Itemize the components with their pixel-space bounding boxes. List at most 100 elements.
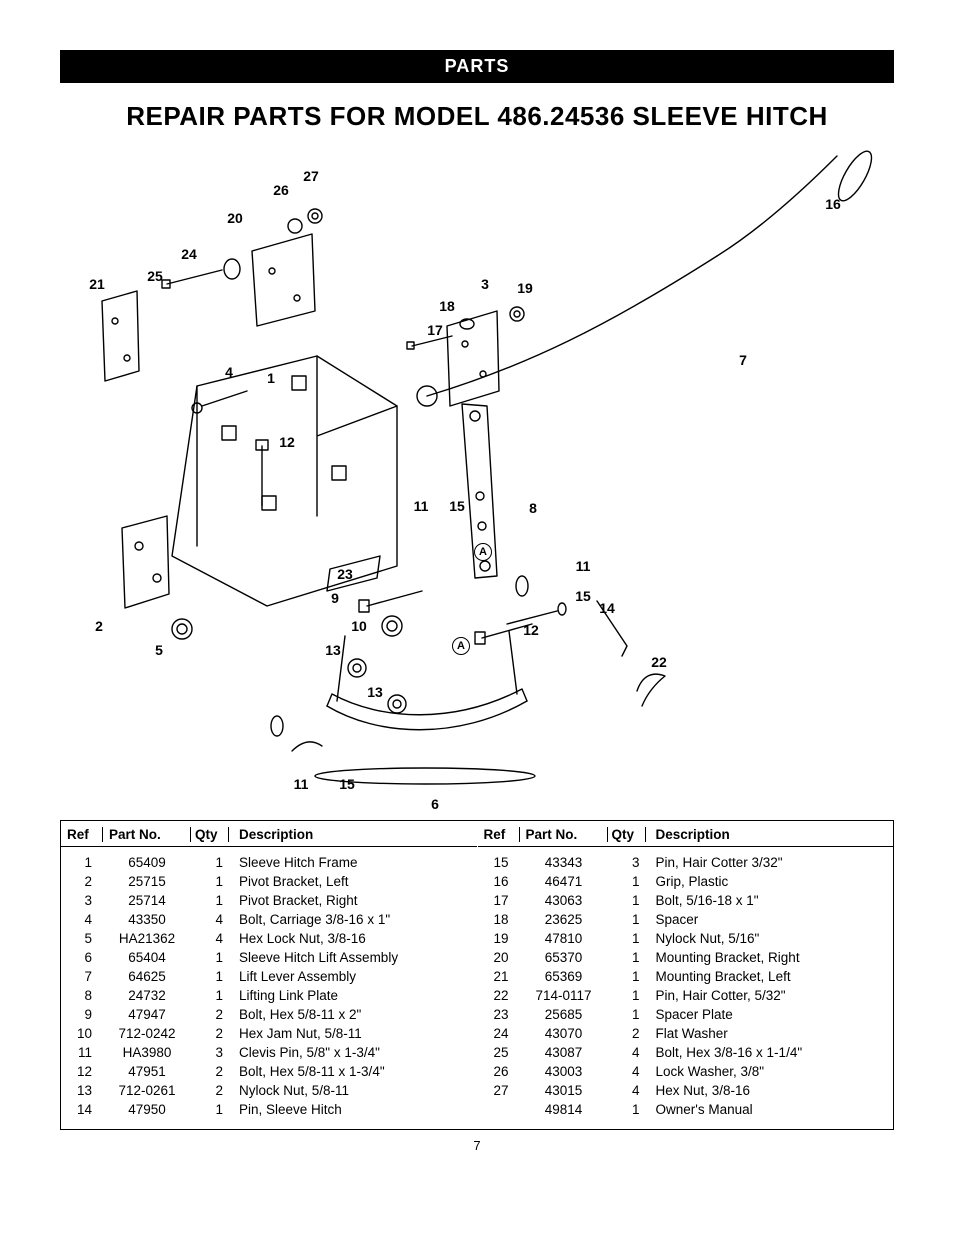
cell-desc: Spacer Plate — [646, 1007, 894, 1022]
cell-ref: 17 — [478, 893, 520, 908]
table-row: 13712-02612Nylock Nut, 5/8-11 — [61, 1081, 477, 1100]
table-header: Ref Part No. Qty Description — [61, 825, 477, 847]
cell-qty: 1 — [608, 950, 646, 965]
cell-ref: 20 — [478, 950, 520, 965]
section-banner: PARTS — [60, 50, 894, 83]
cell-desc: Grip, Plastic — [646, 874, 894, 889]
col-desc: Description — [229, 827, 477, 842]
cell-qty: 1 — [608, 988, 646, 1003]
cell-part: 47810 — [520, 931, 608, 946]
table-row: 2257151Pivot Bracket, Left — [61, 872, 477, 891]
cell-ref: 21 — [478, 969, 520, 984]
cell-ref: 15 — [478, 855, 520, 870]
diagram-callout: 11 — [414, 498, 429, 514]
cell-desc: Sleeve Hitch Frame — [229, 855, 477, 870]
table-row: 24430702Flat Washer — [478, 1024, 894, 1043]
col-ref: Ref — [61, 827, 103, 842]
table-row: 7646251Lift Lever Assembly — [61, 967, 477, 986]
diagram-callout: 22 — [651, 654, 667, 670]
diagram-callout: 12 — [523, 622, 539, 638]
cell-qty: 1 — [191, 1102, 229, 1117]
diagram-callout: 27 — [303, 168, 319, 184]
diagram-callout: 23 — [337, 566, 353, 582]
cell-ref: 26 — [478, 1064, 520, 1079]
cell-desc: Bolt, Hex 3/8-16 x 1-1/4" — [646, 1045, 894, 1060]
diagram-callout: 15 — [449, 498, 465, 514]
cell-qty: 4 — [191, 931, 229, 946]
cell-ref: 27 — [478, 1083, 520, 1098]
diagram-callout: 4 — [225, 364, 233, 380]
table-row: 1654091Sleeve Hitch Frame — [61, 853, 477, 872]
parts-table-right: Ref Part No. Qty Description 15433433Pin… — [477, 821, 894, 1129]
diagram-callout: 20 — [227, 210, 243, 226]
cell-qty: 1 — [608, 1007, 646, 1022]
cell-qty: 1 — [191, 874, 229, 889]
cell-qty: 1 — [191, 855, 229, 870]
diagram-callout: 15 — [575, 588, 591, 604]
cell-ref: 1 — [61, 855, 103, 870]
cell-qty: 2 — [191, 1026, 229, 1041]
table-row: 17430631Bolt, 5/16-18 x 1" — [478, 891, 894, 910]
cell-part: 43003 — [520, 1064, 608, 1079]
cell-ref: 18 — [478, 912, 520, 927]
col-desc: Description — [646, 827, 894, 842]
cell-ref: 14 — [61, 1102, 103, 1117]
cell-part: 47950 — [103, 1102, 191, 1117]
cell-part: 65370 — [520, 950, 608, 965]
col-ref: Ref — [478, 827, 520, 842]
cell-part: HA21362 — [103, 931, 191, 946]
diagram-callout: 12 — [279, 434, 295, 450]
cell-part: 24732 — [103, 988, 191, 1003]
diagram-callout: 24 — [181, 246, 197, 262]
cell-qty: 1 — [191, 988, 229, 1003]
cell-qty: 2 — [191, 1007, 229, 1022]
diagram-callout: A — [474, 543, 492, 561]
cell-part: 43350 — [103, 912, 191, 927]
parts-diagram: 2726162024252131918177411211158A11231591… — [67, 146, 887, 806]
cell-part: 43343 — [520, 855, 608, 870]
cell-qty: 4 — [608, 1045, 646, 1060]
col-qty: Qty — [608, 827, 646, 842]
table-row: 12479512Bolt, Hex 5/8-11 x 1-3/4" — [61, 1062, 477, 1081]
page-title: REPAIR PARTS FOR MODEL 486.24536 SLEEVE … — [60, 101, 894, 132]
cell-qty: 1 — [191, 893, 229, 908]
cell-qty: 1 — [191, 950, 229, 965]
diagram-callout: 8 — [529, 500, 537, 516]
diagram-callout: 11 — [294, 776, 309, 792]
diagram-callout: 1 — [267, 370, 275, 386]
cell-ref: 10 — [61, 1026, 103, 1041]
parts-table-left: Ref Part No. Qty Description 1654091Slee… — [61, 821, 477, 1129]
cell-desc: Pin, Hair Cotter, 5/32" — [646, 988, 894, 1003]
cell-ref: 6 — [61, 950, 103, 965]
cell-qty: 1 — [608, 1102, 646, 1117]
cell-desc: Nylock Nut, 5/8-11 — [229, 1083, 477, 1098]
diagram-callout: 3 — [481, 276, 489, 292]
col-part: Part No. — [520, 827, 608, 842]
table-row: 15433433Pin, Hair Cotter 3/32" — [478, 853, 894, 872]
cell-part: 43015 — [520, 1083, 608, 1098]
cell-qty: 4 — [608, 1083, 646, 1098]
cell-part: 25685 — [520, 1007, 608, 1022]
diagram-callout: 5 — [155, 642, 163, 658]
cell-part: 65369 — [520, 969, 608, 984]
cell-part: 712-0261 — [103, 1083, 191, 1098]
cell-qty: 2 — [608, 1026, 646, 1041]
cell-ref: 2 — [61, 874, 103, 889]
diagram-callout: 15 — [339, 776, 355, 792]
cell-part: 25715 — [103, 874, 191, 889]
cell-ref: 16 — [478, 874, 520, 889]
table-row: 21653691Mounting Bracket, Left — [478, 967, 894, 986]
cell-part: 23625 — [520, 912, 608, 927]
cell-desc: Owner's Manual — [646, 1102, 894, 1117]
diagram-callout: 11 — [576, 558, 591, 574]
cell-part: 25714 — [103, 893, 191, 908]
cell-ref: 5 — [61, 931, 103, 946]
cell-ref: 12 — [61, 1064, 103, 1079]
cell-desc: Hex Jam Nut, 5/8-11 — [229, 1026, 477, 1041]
cell-ref: 8 — [61, 988, 103, 1003]
cell-qty: 2 — [191, 1083, 229, 1098]
cell-ref: 22 — [478, 988, 520, 1003]
cell-desc: Mounting Bracket, Right — [646, 950, 894, 965]
cell-desc: Flat Washer — [646, 1026, 894, 1041]
diagram-callout: 13 — [367, 684, 383, 700]
